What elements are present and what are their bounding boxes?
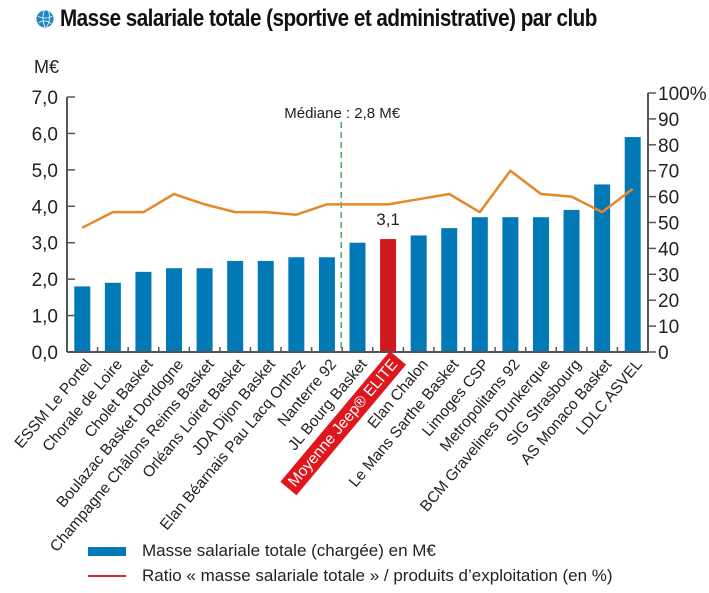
y-axis-unit-label: M€: [34, 57, 60, 77]
y2-tick-label: 0: [658, 343, 669, 364]
axes-group: 0,0 1,0 2,0 3,0 4,0 5,0 6,0 7,0 0 10 20 30 40 50 60 70 8…: [32, 84, 707, 364]
bar: [349, 242, 366, 352]
bar: [166, 268, 183, 352]
bar-value-label: 3,1: [376, 210, 400, 229]
y-tick-label: 2,0: [32, 270, 58, 291]
highlight-label-background: [280, 351, 407, 496]
bar: [532, 217, 549, 352]
y-tick-label: 6,0: [32, 124, 58, 145]
y-tick-label: 4,0: [32, 197, 58, 218]
ratio-line-group: 3,1: [81, 169, 634, 229]
y2-tick-label: 10: [658, 317, 679, 338]
bar: [104, 282, 121, 352]
bar: [471, 217, 488, 352]
y-tick-label: 0,0: [32, 343, 58, 364]
bar: [257, 260, 274, 352]
chart-title: Masse salariale totale (sportive et admi…: [60, 5, 597, 32]
median-group: Médiane : 2,8 M€: [284, 105, 401, 352]
y2-tick-label: 70: [658, 162, 679, 183]
ratio-line: [81, 169, 634, 229]
legend-item-line: Ratio « masse salariale totale » / produ…: [88, 566, 613, 586]
legend-bar-swatch: [88, 546, 126, 556]
bar: [135, 271, 152, 352]
bar: [288, 257, 305, 352]
bar: [563, 209, 580, 352]
legend-line-swatch: [88, 575, 126, 577]
bar: [196, 268, 213, 352]
y-tick-label: 1,0: [32, 307, 58, 328]
bar: [502, 217, 519, 352]
y-tick-label: 3,0: [32, 234, 58, 255]
legend-bar-label: Masse salariale totale (chargée) en M€: [142, 541, 436, 560]
y2-tick-label: 80: [658, 136, 679, 157]
y2-tick-label: 60: [658, 188, 679, 209]
bar: [318, 257, 335, 352]
y2-tick-label: 20: [658, 291, 679, 312]
bar: [594, 184, 611, 352]
chart-title-row: Masse salariale totale (sportive et admi…: [36, 5, 684, 33]
y-tick-label: 7,0: [32, 88, 58, 109]
y2-tick-label: 100%: [658, 84, 707, 105]
y2-tick-label: 50: [658, 214, 679, 235]
basketball-icon: [36, 10, 54, 28]
bar: [74, 286, 91, 352]
bar: [624, 137, 641, 352]
bars-group: [74, 137, 641, 352]
bar-average: [380, 239, 397, 352]
y-tick-label: 5,0: [32, 161, 58, 182]
bar: [227, 260, 244, 352]
legend-line-label: Ratio « masse salariale totale » / produ…: [142, 566, 613, 585]
legend-item-bar: Masse salariale totale (chargée) en M€: [88, 541, 436, 561]
y2-tick-label: 90: [658, 110, 679, 131]
bar: [441, 228, 458, 352]
median-label: Médiane : 2,8 M€: [284, 105, 401, 122]
y2-tick-label: 40: [658, 239, 679, 260]
bar: [410, 235, 427, 352]
y2-tick-label: 30: [658, 265, 679, 286]
